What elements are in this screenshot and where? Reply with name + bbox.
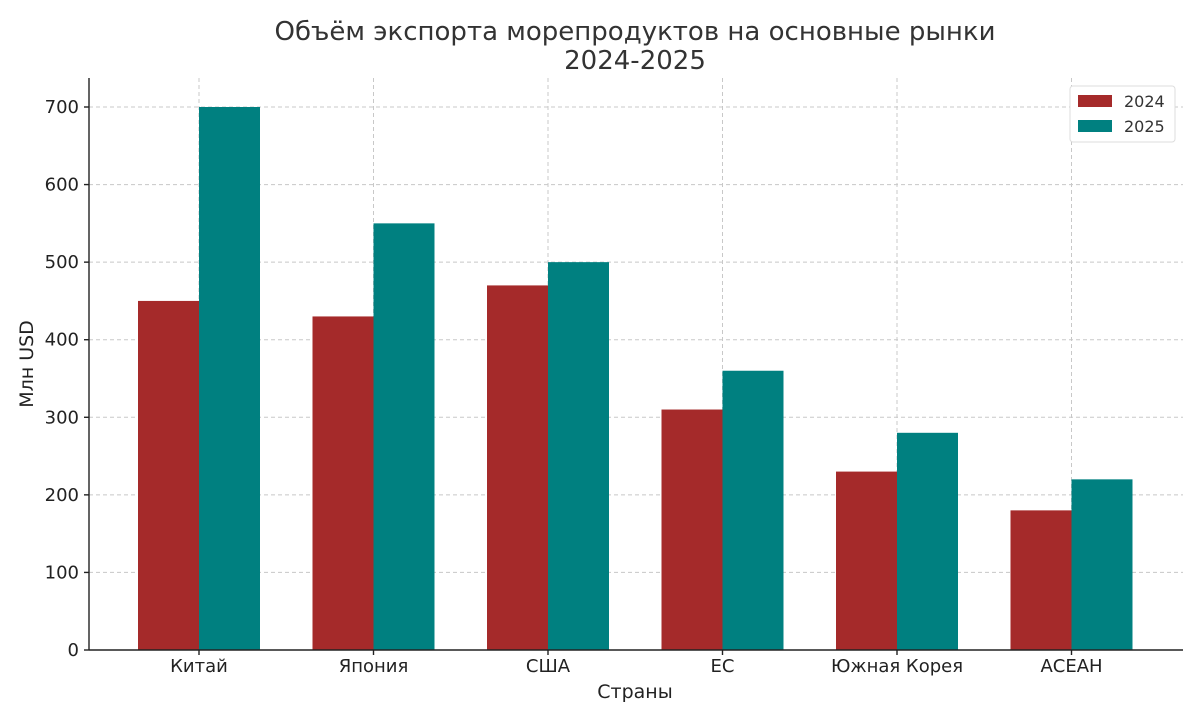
bar-2025-4: [897, 432, 958, 650]
bar-2024-1: [312, 316, 374, 650]
x-tick-label: АСЕАН: [1040, 656, 1102, 677]
x-tick-label: ЕС: [711, 656, 735, 677]
bar-2025-1: [373, 223, 435, 650]
y-tick-label: 600: [45, 175, 79, 196]
x-tick-labels: Китай Япония США ЕС Южная Корея АСЕАН: [170, 650, 1103, 677]
legend-swatch-2024: [1078, 95, 1112, 107]
legend-label-2025: 2025: [1124, 117, 1165, 136]
x-axis-label: Страны: [597, 681, 672, 703]
x-tick-label: Япония: [339, 656, 409, 677]
y-axis-label: Млн USD: [16, 320, 38, 408]
bar-2024-3: [661, 409, 723, 650]
y-tick-labels: 0 100 200 300 400 500 600 700: [45, 97, 89, 661]
bar-2025-0: [199, 107, 260, 650]
legend-label-2024: 2024: [1124, 92, 1165, 111]
x-tick-label: США: [526, 656, 571, 677]
x-tick-label: Южная Корея: [831, 656, 963, 677]
legend-swatch-2025: [1078, 120, 1112, 132]
y-tick-label: 400: [45, 330, 79, 351]
x-tick-label: Китай: [170, 656, 228, 677]
bar-2024-2: [487, 285, 548, 650]
y-tick-label: 0: [68, 640, 79, 661]
axes: [88, 78, 1183, 651]
bar-2025-3: [722, 370, 784, 650]
y-tick-label: 200: [45, 485, 79, 506]
y-tick-label: 100: [45, 562, 79, 583]
chart-title-line-1: Объём экспорта морепродуктов на основные…: [275, 17, 996, 47]
bar-2025-5: [1071, 479, 1133, 650]
bar-2024-0: [138, 300, 199, 650]
bars: [138, 107, 1133, 650]
y-tick-label: 700: [45, 97, 79, 118]
bar-2025-2: [548, 262, 609, 650]
bar-2024-5: [1010, 510, 1072, 650]
bar-2024-4: [836, 471, 897, 650]
legend: 2024 2025: [1069, 85, 1176, 143]
y-tick-label: 500: [45, 252, 79, 273]
chart-title-line-2: 2024-2025: [564, 46, 706, 76]
y-tick-label: 300: [45, 407, 79, 428]
